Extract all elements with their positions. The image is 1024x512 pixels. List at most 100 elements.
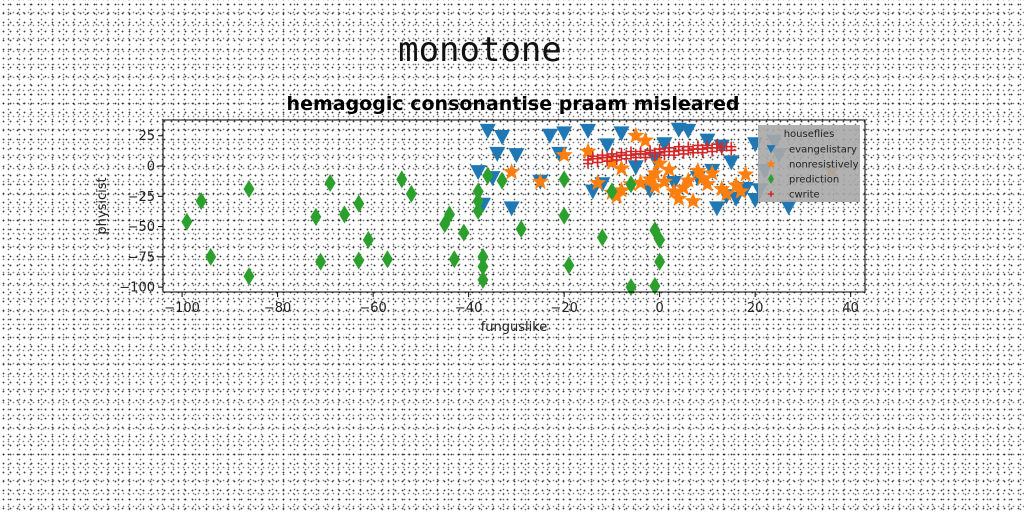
- data-point: [444, 205, 456, 224]
- series-prediction: [181, 166, 666, 297]
- data-point: [472, 182, 484, 201]
- data-point: [694, 169, 712, 186]
- data-point: [708, 201, 725, 217]
- data-point: [558, 206, 570, 225]
- data-point: [640, 152, 651, 163]
- data-point: [697, 147, 708, 158]
- y-tick-label: −75: [128, 250, 155, 265]
- data-point: [579, 142, 597, 159]
- data-point: [381, 250, 393, 269]
- data-point: [646, 164, 664, 181]
- legend-label: prediction: [789, 175, 839, 186]
- data-point: [611, 154, 622, 165]
- data-point: [458, 223, 470, 242]
- data-point: [531, 172, 549, 190]
- x-tick-label: −40: [455, 301, 482, 316]
- data-point: [494, 129, 511, 145]
- y-axis-label: physicist: [95, 177, 110, 234]
- data-point: [181, 212, 193, 231]
- data-point: [683, 141, 694, 152]
- x-axis-label: funguslike: [481, 320, 548, 335]
- data-point: [627, 160, 644, 176]
- data-point: [673, 141, 684, 152]
- data-point: [651, 154, 669, 171]
- data-point: [583, 158, 594, 169]
- data-point: [405, 184, 417, 203]
- x-tick-label: 0: [656, 301, 664, 316]
- data-point: [737, 165, 755, 182]
- data-point: [670, 189, 688, 206]
- data-point: [243, 267, 255, 286]
- data-point: [563, 256, 575, 275]
- data-point: [627, 126, 645, 143]
- data-point: [641, 170, 659, 187]
- x-tick-label: −100: [164, 301, 200, 316]
- data-point: [558, 170, 570, 189]
- data-point: [613, 126, 630, 142]
- data-point: [698, 175, 716, 192]
- data-point: [503, 163, 521, 180]
- data-point: [689, 161, 707, 179]
- legend-box: [758, 125, 860, 202]
- data-point: [703, 164, 721, 181]
- data-point: [654, 230, 666, 249]
- data-point: [515, 220, 527, 239]
- x-tick-label: 40: [842, 301, 859, 316]
- data-point: [477, 270, 489, 289]
- figure-title: monotone: [398, 30, 562, 70]
- data-point: [606, 182, 618, 201]
- y-tick-label: −25: [128, 190, 155, 205]
- data-point: [679, 171, 697, 188]
- data-point: [711, 139, 722, 150]
- x-tick-label: 20: [747, 301, 764, 316]
- data-point: [660, 160, 678, 177]
- data-point: [625, 278, 637, 297]
- data-point: [621, 153, 632, 164]
- legend-entry: nonresistively: [766, 159, 859, 171]
- data-point: [726, 145, 737, 156]
- data-point: [664, 142, 675, 153]
- data-point: [597, 150, 608, 161]
- data-point: [477, 247, 489, 266]
- series-nonresistively: [503, 126, 841, 209]
- legend-entry: prediction: [767, 174, 839, 186]
- data-point: [580, 123, 597, 139]
- data-point: [732, 182, 750, 199]
- data-point: [195, 192, 207, 211]
- data-point: [541, 128, 558, 144]
- data-point: [702, 140, 713, 151]
- x-tick-label: −60: [359, 301, 386, 316]
- data-point: [315, 252, 327, 271]
- data-point: [645, 145, 656, 156]
- data-point: [205, 247, 217, 266]
- y-tick-label: −100: [119, 281, 155, 296]
- data-point: [472, 192, 484, 211]
- data-point: [718, 184, 736, 202]
- data-point: [723, 155, 740, 171]
- data-point: [470, 165, 487, 181]
- data-point: [482, 166, 494, 185]
- data-point: [635, 146, 646, 157]
- legend-marker: [766, 159, 776, 168]
- data-point: [780, 200, 797, 216]
- data-point: [680, 123, 697, 139]
- legend-title: houseflies: [784, 129, 835, 140]
- data-point: [684, 192, 702, 209]
- data-point: [602, 156, 613, 167]
- legend-label: nonresistively: [789, 160, 859, 171]
- data-point: [496, 171, 508, 190]
- data-point: [612, 159, 630, 176]
- legend-label: cwrite: [789, 190, 820, 201]
- y-tick-label: 0: [147, 160, 155, 175]
- chart-marks: [181, 122, 841, 297]
- chart-title: hemagogic consonantise praam misleared: [287, 93, 740, 115]
- data-point: [656, 137, 673, 153]
- data-point: [688, 147, 699, 158]
- data-point: [479, 123, 496, 139]
- legend-marker: [768, 191, 774, 197]
- data-point: [362, 230, 374, 249]
- y-axis: 25 0 −25 −50 −75 −100: [119, 129, 163, 296]
- data-point: [555, 146, 573, 163]
- data-point: [649, 276, 661, 295]
